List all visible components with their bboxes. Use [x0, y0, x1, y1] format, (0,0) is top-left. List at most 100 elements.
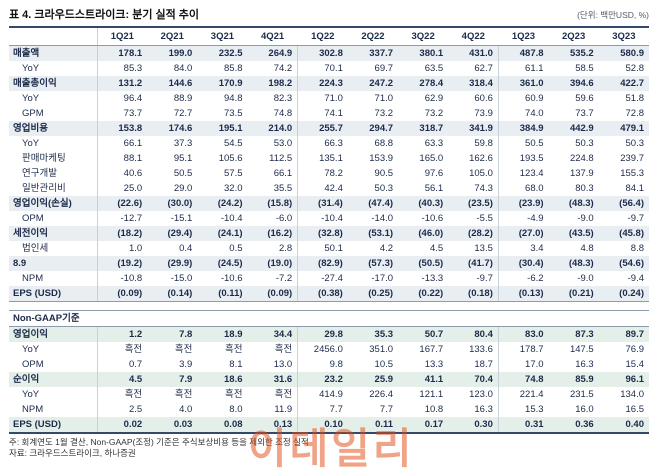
value-cell: 31.6: [247, 372, 298, 387]
value-cell: (18.2): [97, 226, 148, 241]
value-cell: 50.3: [347, 181, 399, 196]
value-cell: 흑전: [197, 387, 248, 402]
value-cell: -10.6: [398, 211, 449, 226]
value-cell: 414.9: [297, 387, 348, 402]
value-cell: 7.9: [147, 372, 198, 387]
value-cell: 25.0: [97, 181, 148, 196]
value-cell: (0.11): [197, 286, 248, 302]
data-row: EPS (USD) 0.02 0.03 0.08 0.13 0.10 0.11 0.17 0.3…: [9, 417, 649, 433]
value-cell: 60.9: [497, 91, 549, 106]
value-cell: -12.7: [97, 211, 148, 226]
value-cell: 74.0: [497, 106, 549, 121]
value-cell: 294.7: [347, 121, 399, 136]
value-cell: 135.1: [297, 151, 348, 166]
row-label: EPS (USD): [9, 417, 98, 433]
value-cell: 221.4: [497, 387, 549, 402]
value-cell: 80.3: [548, 181, 599, 196]
value-cell: 1.2: [97, 326, 148, 342]
value-cell: 63.5: [398, 61, 449, 76]
row-label: GPM: [9, 106, 98, 121]
table-title: 표 4. 크라우드스트라이크: 분기 실적 추이: [9, 9, 200, 21]
value-cell: 4.8: [548, 241, 599, 256]
unit-note: (단위: 백만USD, %): [577, 10, 649, 20]
value-cell: 318.4: [448, 76, 499, 91]
data-row: 매출액 178.1 199.0 232.5 264.9 302.8 337.7 380.1 43…: [9, 45, 649, 61]
value-cell: (40.3): [398, 196, 449, 211]
value-cell: 53.0: [247, 136, 298, 151]
value-cell: 72.8: [598, 106, 649, 121]
value-cell: (0.18): [448, 286, 499, 302]
value-cell: 62.7: [448, 61, 499, 76]
value-cell: 0.13: [247, 417, 298, 433]
value-cell: 105.6: [197, 151, 248, 166]
value-cell: (31.4): [297, 196, 348, 211]
value-cell: 123.0: [448, 387, 499, 402]
value-cell: 94.8: [197, 91, 248, 106]
value-cell: 17.0: [497, 357, 549, 372]
value-cell: 35.3: [347, 326, 399, 342]
column-header-3Q23: 3Q23: [598, 27, 649, 46]
value-cell: 131.2: [97, 76, 148, 91]
row-label: OPM: [9, 211, 98, 226]
value-cell: 18.9: [197, 326, 248, 342]
value-cell: (19.2): [97, 256, 148, 271]
value-cell: 0.30: [448, 417, 499, 433]
quarterly-financials-table: 1Q21 2Q21 3Q21 4Q21 1Q22 2Q22 3Q22 4Q22 1Q23 2Q23…: [9, 26, 649, 434]
value-cell: (0.25): [347, 286, 399, 302]
value-cell: 73.7: [97, 106, 148, 121]
value-cell: 224.3: [297, 76, 348, 91]
data-row: 영업비용 153.8 174.6 195.1 214.0 255.7 294.7 318.7 3…: [9, 121, 649, 136]
column-header-2Q21: 2Q21: [147, 27, 198, 46]
value-cell: 73.2: [398, 106, 449, 121]
value-cell: 422.7: [598, 76, 649, 91]
row-label: YoY: [9, 387, 98, 402]
value-cell: (0.13): [497, 286, 549, 302]
value-cell: 0.40: [598, 417, 649, 433]
value-cell: 4.5: [398, 241, 449, 256]
value-cell: -10.4: [197, 211, 248, 226]
value-cell: 147.5: [548, 342, 599, 357]
value-cell: 89.7: [598, 326, 649, 342]
value-cell: (0.14): [147, 286, 198, 302]
value-cell: 302.8: [297, 45, 348, 61]
value-cell: 214.0: [247, 121, 298, 136]
value-cell: 66.1: [97, 136, 148, 151]
value-cell: 153.8: [97, 121, 148, 136]
row-label: 영업이익: [9, 326, 98, 342]
value-cell: 134.0: [598, 387, 649, 402]
value-cell: 25.9: [347, 372, 399, 387]
value-cell: 0.31: [497, 417, 549, 433]
value-cell: 76.9: [598, 342, 649, 357]
value-cell: 흑전: [247, 342, 298, 357]
value-cell: 15.4: [598, 357, 649, 372]
value-cell: (0.38): [297, 286, 348, 302]
row-label: 매출액: [9, 45, 98, 61]
value-cell: 37.3: [147, 136, 198, 151]
value-cell: 74.8: [247, 106, 298, 121]
data-row: 영업이익(손실) (22.6) (30.0) (24.2) (15.8) (31.4) (4…: [9, 196, 649, 211]
value-cell: 59.8: [448, 136, 499, 151]
value-cell: 85.3: [97, 61, 148, 76]
value-cell: (22.6): [97, 196, 148, 211]
value-cell: 50.5: [147, 166, 198, 181]
value-cell: 50.1: [297, 241, 348, 256]
value-cell: 337.7: [347, 45, 399, 61]
value-cell: 255.7: [297, 121, 348, 136]
value-cell: -4.9: [497, 211, 549, 226]
row-label: 일반관리비: [9, 181, 98, 196]
value-cell: 0.7: [97, 357, 148, 372]
value-cell: -10.4: [297, 211, 348, 226]
value-cell: 121.1: [398, 387, 449, 402]
column-header-3Q21: 3Q21: [197, 27, 248, 46]
value-cell: 105.0: [448, 166, 499, 181]
value-cell: 153.9: [347, 151, 399, 166]
value-cell: -5.5: [448, 211, 499, 226]
value-cell: 9.8: [297, 357, 348, 372]
value-cell: (29.4): [147, 226, 198, 241]
value-cell: -15.0: [147, 271, 198, 286]
value-cell: -27.4: [297, 271, 348, 286]
value-cell: 380.1: [398, 45, 449, 61]
value-cell: 199.0: [147, 45, 198, 61]
row-label: YoY: [9, 136, 98, 151]
value-cell: 0.11: [347, 417, 399, 433]
